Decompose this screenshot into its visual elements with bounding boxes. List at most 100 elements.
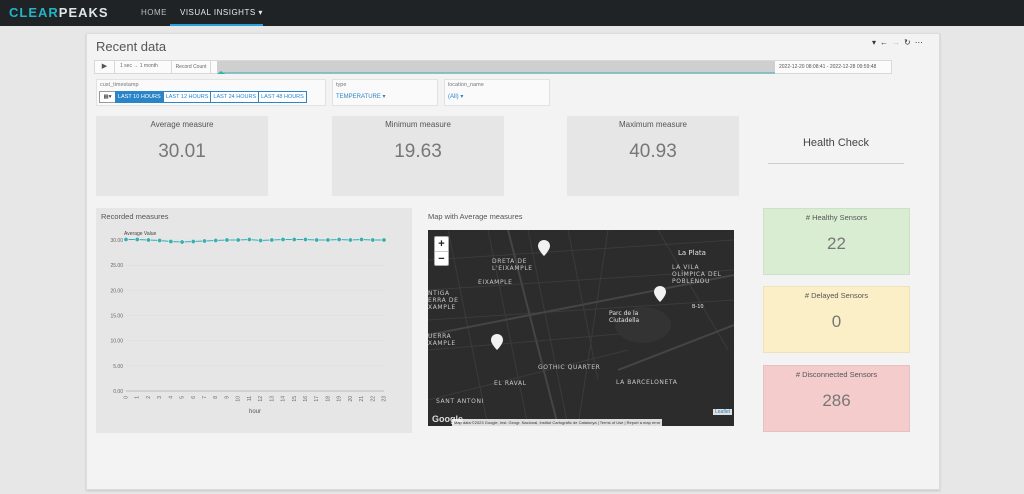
data-point — [269, 237, 275, 243]
data-point — [347, 237, 353, 243]
google-logo: Google — [432, 414, 463, 424]
clearpeaks-logo[interactable]: CLEARPEAKS — [9, 5, 109, 20]
map-label: NTIGA ERRA DE XAMPLE — [428, 290, 459, 311]
maximum-measure-label: Maximum measure — [618, 120, 687, 129]
data-point — [246, 237, 252, 242]
y-tick-label: 5.00 — [113, 364, 123, 370]
zoom-in-button[interactable]: + — [438, 238, 445, 250]
x-tick-label: 9 — [224, 396, 230, 399]
data-point — [179, 239, 185, 245]
map-attribution[interactable]: Map data ©2023 Google, Inst. Geogr. Naci… — [452, 419, 663, 426]
y-tick-label: 25.00 — [110, 263, 123, 269]
time-range-buttons: ▦▾ LAST 10 HOURS LAST 12 HOURS LAST 24 H… — [99, 91, 307, 103]
health-check-title: Health Check — [802, 137, 870, 149]
map-marker[interactable] — [491, 334, 503, 350]
last-24-hours-button[interactable]: LAST 24 HOURS — [210, 91, 260, 103]
more-icon[interactable]: ⋯ — [914, 38, 927, 47]
data-point — [190, 239, 196, 244]
forward-icon[interactable]: → — [892, 38, 905, 47]
average-measure-value: 30.01 — [158, 141, 206, 162]
refresh-icon[interactable]: ↻ — [904, 38, 915, 47]
map-label: UERRA XAMPLE — [428, 333, 456, 347]
data-point — [359, 237, 365, 242]
last-10-hours-button[interactable]: LAST 10 HOURS — [115, 91, 164, 103]
data-point — [336, 237, 342, 242]
x-tick-label: 16 — [303, 396, 309, 402]
timestamp-filter: cust_timestamp ▦▾ LAST 10 HOURS LAST 12 … — [96, 79, 326, 106]
last-48-hours-button[interactable]: LAST 48 HOURS — [258, 91, 307, 103]
type-filter: type TEMPERATURE ▾ — [332, 79, 438, 106]
chart-title: Recorded measures — [101, 212, 169, 221]
x-tick-label: 19 — [337, 396, 343, 402]
map-zoom-control: + − — [434, 236, 449, 266]
location-select[interactable]: (All) ▾ — [448, 94, 464, 100]
map-label: LA BARCELONETA — [616, 379, 678, 386]
data-point — [381, 237, 387, 243]
map-streets — [428, 230, 734, 426]
x-tick-label: 4 — [168, 396, 174, 399]
timeline-bar: ▶ 1 sec → 1 month Record Count 2022-12-2… — [94, 60, 892, 74]
maximum-measure-value: 40.93 — [629, 141, 677, 162]
x-tick-label: 18 — [325, 396, 331, 402]
x-tick-label: 15 — [292, 396, 298, 402]
y-tick-label: 30.00 — [110, 238, 123, 244]
location-filter-label: location_name — [448, 82, 484, 88]
delayed-sensors-value: 0 — [831, 312, 842, 331]
data-point — [314, 237, 320, 243]
health-check-divider — [768, 163, 904, 164]
leaflet-attribution-link[interactable]: Leaflet — [712, 409, 732, 415]
parc-ciutadella-area — [615, 307, 671, 343]
x-tick-label: 21 — [359, 396, 365, 402]
last-12-hours-button[interactable]: LAST 12 HOURS — [162, 91, 212, 103]
sensor-map[interactable]: + − DRETA DE L'EIXAMPLE EIXAMPLE La Plat… — [428, 230, 734, 426]
map-label: LA VILA OLÍMPICA DEL POBLENOU — [672, 264, 722, 285]
data-point — [224, 237, 230, 243]
x-tick-label: 10 — [236, 396, 242, 402]
back-icon[interactable]: ← — [880, 38, 893, 47]
calendar-icon[interactable]: ▦▾ — [99, 91, 116, 103]
data-point — [291, 237, 297, 242]
x-tick-label: 5 — [180, 396, 186, 399]
y-tick-label: 0.00 — [113, 389, 123, 395]
map-label: SANT ANTONI — [436, 398, 484, 405]
y-tick-label: 15.00 — [110, 314, 123, 320]
map-label: B-10 — [692, 304, 704, 310]
x-tick-label: 13 — [269, 396, 275, 402]
healthy-sensors-tile: # Healthy Sensors 22 — [763, 208, 910, 275]
timeline-histogram-svg — [217, 71, 775, 74]
zoom-out-button[interactable]: − — [435, 251, 448, 265]
data-point — [123, 237, 129, 242]
x-tick-label: 0 — [124, 396, 130, 399]
x-tick-label: 20 — [348, 396, 354, 402]
maximum-measure-tile: Maximum measure 40.93 — [567, 116, 739, 196]
x-tick-label: 2 — [146, 396, 152, 399]
minimum-measure-label: Minimum measure — [385, 120, 451, 129]
data-point — [325, 237, 331, 243]
nav-visual-insights-menu[interactable]: VISUAL INSIGHTS ▾ — [180, 8, 263, 17]
filter-icon[interactable]: ▾ — [872, 38, 881, 47]
x-tick-label: 11 — [247, 396, 253, 401]
timeline-date-range: 2022-12-20 08:08:41 - 2022-12-28 09:59:4… — [779, 64, 877, 70]
map-marker[interactable] — [538, 240, 550, 256]
data-point — [370, 237, 376, 243]
top-nav-bar: CLEARPEAKS HOME VISUAL INSIGHTS ▾ — [0, 0, 1024, 26]
y-tick-label: 10.00 — [110, 339, 123, 345]
play-button[interactable]: ▶ — [95, 61, 115, 73]
active-nav-indicator — [170, 24, 263, 26]
record-count-selector[interactable]: Record Count — [171, 61, 211, 73]
delayed-sensors-tile: # Delayed Sensors 0 — [763, 286, 910, 353]
average-measure-label: Average measure — [150, 120, 214, 129]
data-point — [303, 237, 308, 242]
data-point — [202, 238, 207, 244]
map-marker[interactable] — [654, 286, 666, 302]
timeline-histogram[interactable] — [217, 61, 775, 74]
nav-home-link[interactable]: HOME — [141, 8, 167, 17]
minimum-measure-value: 19.63 — [394, 141, 442, 162]
type-select[interactable]: TEMPERATURE ▾ — [336, 94, 386, 100]
x-tick-label: 14 — [281, 396, 287, 402]
timeline-range-label[interactable]: 1 sec → 1 month — [120, 63, 158, 69]
x-axis-title: hour — [249, 409, 261, 415]
x-tick-label: 6 — [191, 396, 197, 399]
disconnected-sensors-label: # Disconnected Sensors — [795, 370, 878, 379]
